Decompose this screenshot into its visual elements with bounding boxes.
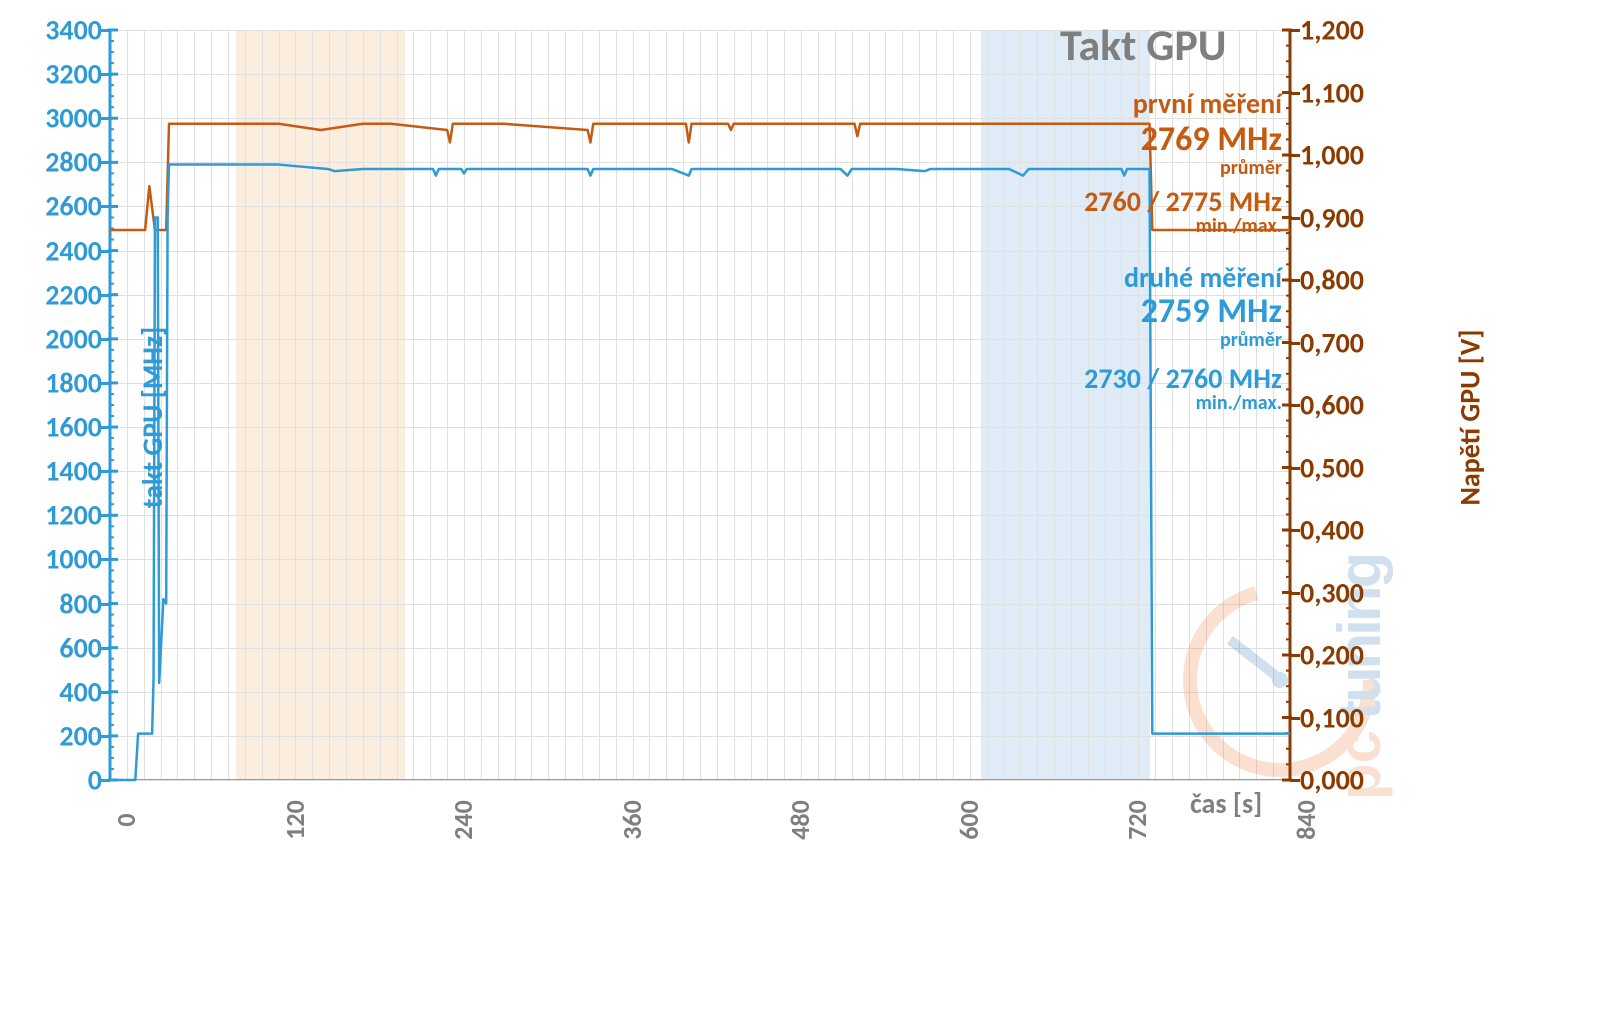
y-left-tick-label: 2400	[45, 233, 102, 268]
y-left-tick-label: 2000	[45, 321, 102, 356]
y-left-tick-label: 400	[59, 674, 102, 709]
x-tick-label: 0	[110, 813, 142, 826]
y-left-tick-label: 1600	[45, 410, 102, 445]
annotation-text: průměr	[1220, 156, 1282, 180]
y-left-tick-label: 1000	[45, 542, 102, 577]
annotation-text: druhé měření	[1124, 260, 1282, 295]
annotation-text: 2769 MHz	[1141, 119, 1282, 160]
x-axis-title: čas [s]	[1190, 786, 1262, 821]
y-right-tick-label: 0,700	[1300, 325, 1364, 360]
y-left-tick-label: 3200	[45, 57, 102, 92]
annotation-text: průměr	[1220, 328, 1282, 352]
y-right-tick-label: 0,100	[1300, 700, 1364, 735]
y-left-tick-label: 600	[59, 630, 102, 665]
y-left-tick-label: 2800	[45, 145, 102, 180]
y-right-tick-label: 0,500	[1300, 450, 1364, 485]
y-right-tick-label: 0,800	[1300, 263, 1364, 298]
y-left-tick-label: 1800	[45, 365, 102, 400]
x-tick-label: 600	[953, 800, 985, 840]
chart-title: Takt GPU	[1060, 18, 1226, 72]
annotation-text: 2759 MHz	[1141, 291, 1282, 332]
annotation-text: min./max.	[1196, 391, 1282, 415]
y-left-tick-label: 3000	[45, 101, 102, 136]
y-right-tick-label: 0,400	[1300, 513, 1364, 548]
plot-area	[110, 30, 1290, 780]
y-left-tick-label: 3400	[45, 13, 102, 48]
y-right-tick-label: 1,200	[1300, 13, 1364, 48]
y-right-tick-label: 0,900	[1300, 200, 1364, 235]
y-left-tick-label: 1200	[45, 498, 102, 533]
x-tick-label: 480	[784, 800, 816, 840]
y-left-tick-label: 200	[59, 718, 102, 753]
x-tick-label: 720	[1121, 800, 1153, 840]
y-left-tick-label: 800	[59, 586, 102, 621]
highlight-band	[981, 30, 1150, 779]
y-left-tick-label: 2600	[45, 189, 102, 224]
y-right-tick-label: 0,600	[1300, 388, 1364, 423]
x-tick-label: 120	[279, 800, 311, 840]
y-left-axis-title: takt GPU [MHz]	[135, 327, 170, 508]
y-right-axis-title: Napětí GPU [V]	[1453, 329, 1488, 505]
y-right-tick-label: 1,100	[1300, 75, 1364, 110]
y-right-tick-label: 0,200	[1300, 638, 1364, 673]
x-tick-label: 240	[447, 800, 479, 840]
x-tick-label: 840	[1290, 800, 1322, 840]
chart-container: pc tuning Takt GPU takt GPU [MHz] Napětí…	[0, 0, 1600, 1009]
y-left-tick-label: 1400	[45, 454, 102, 489]
y-left-tick-label: 2200	[45, 277, 102, 312]
y-right-tick-label: 0,300	[1300, 575, 1364, 610]
annotation-text: min./max.	[1196, 214, 1282, 238]
x-tick-label: 360	[616, 800, 648, 840]
annotation-text: první měření	[1133, 86, 1282, 121]
y-right-tick-label: 0,000	[1300, 763, 1364, 798]
y-right-tick-label: 1,000	[1300, 138, 1364, 173]
